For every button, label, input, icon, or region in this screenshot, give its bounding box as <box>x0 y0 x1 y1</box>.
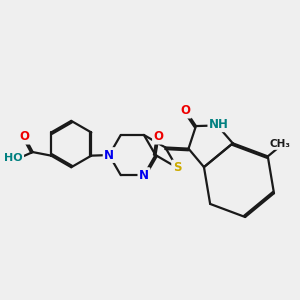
Text: NH: NH <box>209 118 229 131</box>
Text: N: N <box>139 169 149 182</box>
Text: HO: HO <box>4 153 23 163</box>
Text: S: S <box>173 161 181 174</box>
Text: O: O <box>20 130 29 143</box>
Text: N: N <box>104 148 114 162</box>
Text: O: O <box>181 104 190 117</box>
Text: O: O <box>154 130 164 143</box>
Text: CH₃: CH₃ <box>270 139 291 148</box>
